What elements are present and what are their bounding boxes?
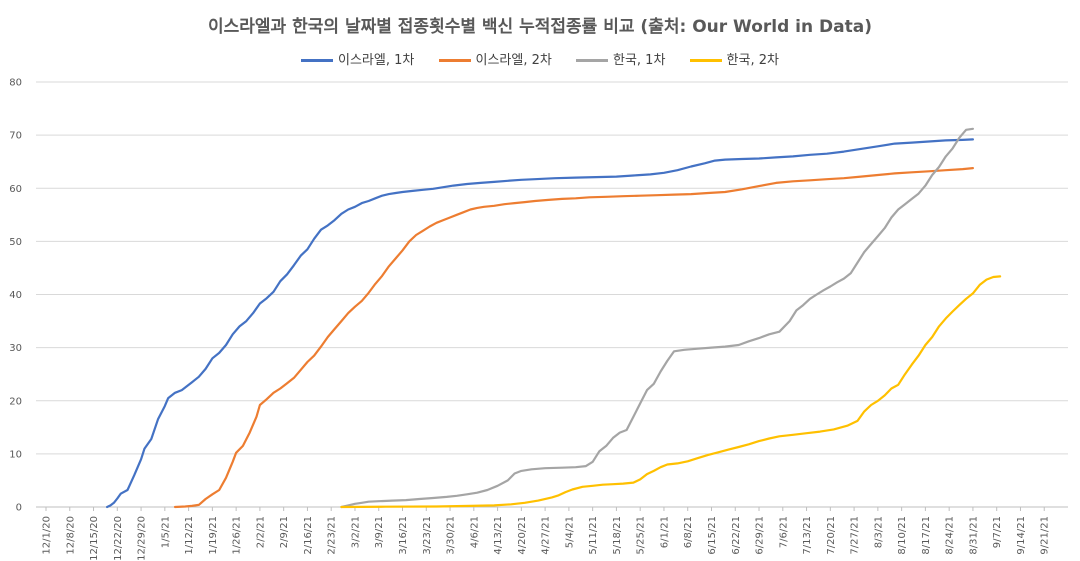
x-tick-label: 2/16/21 bbox=[303, 516, 314, 555]
legend-swatch-korea-first bbox=[575, 59, 608, 62]
x-tick-label: 7/6/21 bbox=[778, 516, 789, 548]
legend-label-korea-first: 한국, 1차 bbox=[612, 53, 666, 68]
x-tick-label: 12/15/20 bbox=[89, 516, 100, 561]
x-tick-label: 8/24/21 bbox=[945, 516, 956, 555]
x-tick-label: 6/1/21 bbox=[659, 516, 670, 548]
x-tick-label: 5/18/21 bbox=[612, 516, 623, 555]
y-tick-label: 40 bbox=[9, 290, 22, 301]
x-tick-label: 7/20/21 bbox=[826, 516, 837, 555]
x-tick-label: 1/19/21 bbox=[208, 516, 219, 555]
x-tick-label: 8/17/21 bbox=[921, 516, 932, 555]
legend-swatch-israel-second bbox=[438, 59, 471, 62]
legend-label-israel-first: 이스라엘, 1차 bbox=[338, 53, 415, 68]
x-tick-label: 3/30/21 bbox=[446, 516, 457, 555]
y-tick-label: 10 bbox=[9, 449, 22, 460]
x-tick-label: 3/23/21 bbox=[422, 516, 433, 555]
x-tick-label: 4/13/21 bbox=[493, 516, 504, 555]
x-tick-label: 2/2/21 bbox=[255, 516, 266, 548]
x-tick-label: 12/1/20 bbox=[42, 516, 53, 555]
x-axis-tick-labels: 12/1/20 12/8/20 12/15/20 12/22/20 12/29/20 1/… bbox=[42, 507, 1051, 561]
series-line-1 bbox=[105, 138, 975, 509]
x-tick-label: 1/26/21 bbox=[232, 516, 243, 555]
x-tick-label: 4/20/21 bbox=[517, 516, 528, 555]
x-tick-label: 4/6/21 bbox=[469, 516, 480, 548]
x-tick-label: 1/5/21 bbox=[160, 516, 171, 548]
x-tick-label: 5/25/21 bbox=[636, 516, 647, 555]
y-tick-label: 30 bbox=[9, 343, 22, 354]
y-axis-tick-labels: 0 10 20 30 40 50 60 70 80 bbox=[9, 78, 22, 514]
x-tick-label: 8/3/21 bbox=[873, 516, 884, 548]
chart-title: 이스라엘과 한국의 날짜별 접종횟수별 백신 누적접종률 비교 (출처: Our… bbox=[208, 17, 872, 37]
x-tick-label: 6/22/21 bbox=[731, 516, 742, 555]
x-tick-label: 9/21/21 bbox=[1040, 516, 1051, 555]
x-tick-label: 1/12/21 bbox=[184, 516, 195, 555]
x-tick-label: 3/2/21 bbox=[350, 516, 361, 548]
series-layer bbox=[105, 127, 1002, 509]
x-tick-label: 12/22/20 bbox=[113, 516, 124, 561]
x-tick-label: 6/8/21 bbox=[683, 516, 694, 548]
y-tick-label: 20 bbox=[9, 396, 22, 407]
series-line-4 bbox=[340, 275, 1002, 509]
x-tick-label: 6/15/21 bbox=[707, 516, 718, 555]
legend-swatch-israel-first bbox=[301, 59, 334, 62]
legend: 이스라엘, 1차 이스라엘, 2차 한국, 1차 한국, 2차 bbox=[0, 49, 1080, 68]
x-tick-label: 7/27/21 bbox=[850, 516, 861, 555]
x-tick-label: 9/14/21 bbox=[1016, 516, 1027, 555]
x-tick-label: 12/29/20 bbox=[137, 516, 148, 561]
legend-item-korea-second: 한국, 2차 bbox=[689, 49, 779, 68]
x-tick-label: 8/31/21 bbox=[968, 516, 979, 555]
legend-item-israel-first: 이스라엘, 1차 bbox=[301, 49, 414, 68]
x-tick-label: 2/23/21 bbox=[327, 516, 338, 555]
y-tick-label: 0 bbox=[16, 503, 22, 514]
legend-item-korea-first: 한국, 1차 bbox=[575, 49, 666, 68]
y-tick-label: 70 bbox=[9, 131, 22, 142]
x-tick-label: 3/9/21 bbox=[374, 516, 385, 548]
series-line-2 bbox=[173, 167, 975, 509]
x-tick-label: 5/4/21 bbox=[564, 516, 575, 548]
x-tick-label: 12/8/20 bbox=[65, 516, 76, 555]
y-tick-label: 60 bbox=[9, 184, 22, 195]
y-tick-label: 80 bbox=[9, 78, 22, 89]
x-tick-label: 9/7/21 bbox=[992, 516, 1003, 548]
x-tick-label: 3/16/21 bbox=[398, 516, 409, 555]
x-tick-label: 5/11/21 bbox=[588, 516, 599, 555]
x-tick-label: 8/10/21 bbox=[897, 516, 908, 555]
x-tick-label: 6/29/21 bbox=[755, 516, 766, 555]
series-line-3 bbox=[340, 127, 975, 509]
y-tick-label: 50 bbox=[9, 237, 22, 248]
legend-label-korea-second: 한국, 2차 bbox=[726, 53, 779, 68]
legend-label-israel-second: 이스라엘, 2차 bbox=[475, 53, 552, 68]
legend-item-israel-second: 이스라엘, 2차 bbox=[438, 49, 552, 68]
grid-layer bbox=[36, 81, 1068, 508]
x-tick-label: 7/13/21 bbox=[802, 516, 813, 555]
x-tick-label: 4/27/21 bbox=[541, 516, 552, 555]
x-tick-label: 2/9/21 bbox=[279, 516, 290, 548]
legend-swatch-korea-second bbox=[689, 59, 722, 62]
